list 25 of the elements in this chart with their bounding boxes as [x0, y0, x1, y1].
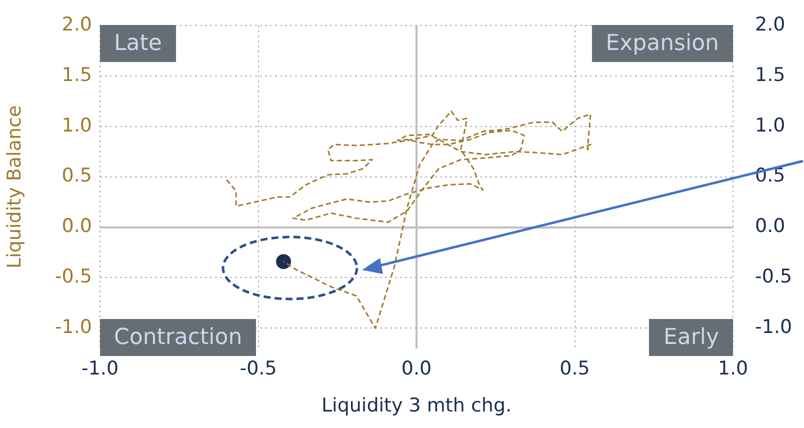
y-tick-label: -1.0 [54, 316, 92, 338]
y2-tick-label: -1.0 [755, 316, 792, 338]
annotation: Early [649, 319, 733, 356]
line-series [226, 110, 592, 329]
y2-tick-label: -0.5 [755, 266, 792, 288]
y-tick-label: 0.5 [62, 164, 92, 187]
y2-tick-label: 0.0 [755, 215, 786, 238]
y-tick-label: -0.5 [54, 266, 92, 288]
annotation: Contraction [100, 319, 256, 356]
y2-tick-label: 1.5 [755, 64, 786, 86]
y-tick-label: 2.0 [62, 13, 92, 36]
y-axis-title: Liquidity Balance [3, 105, 26, 268]
y-tick-label: 1.5 [62, 64, 92, 86]
y2-tick-label: 2.0 [755, 13, 786, 36]
y-tick-label: 0.0 [62, 215, 92, 238]
x-tick-label: 1.0 [718, 358, 748, 380]
x-tick-label: -0.5 [240, 358, 277, 380]
x-axis-title: Liquidity 3 mth chg. [321, 394, 512, 417]
annotation: Expansion [592, 25, 733, 62]
x-tick-label: -1.0 [81, 358, 119, 380]
annotation: Late [100, 25, 176, 62]
x-tick-label: 0.0 [401, 358, 432, 380]
y2-tick-label: 1.0 [755, 114, 786, 136]
x-tick-label: 0.5 [560, 358, 590, 380]
y-tick-label: 1.0 [62, 114, 92, 136]
